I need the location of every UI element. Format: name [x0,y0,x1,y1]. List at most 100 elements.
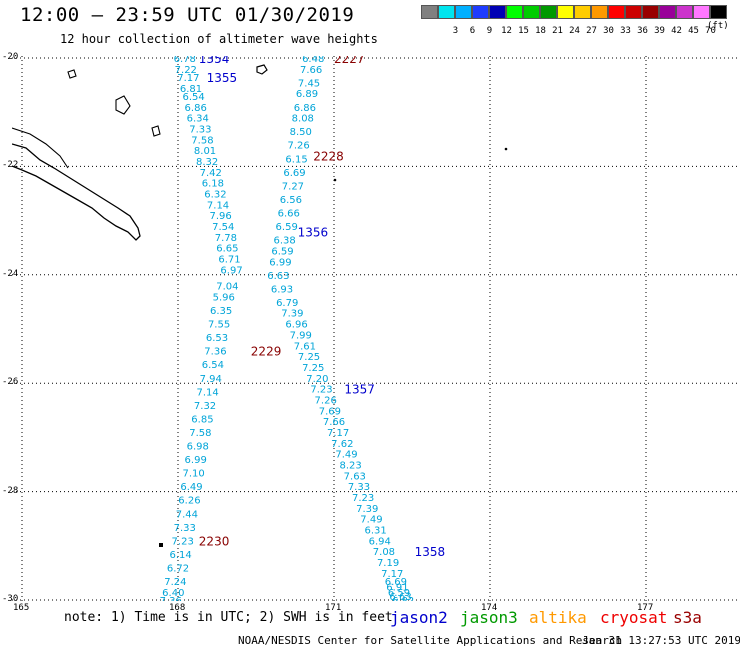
legend-swatch [693,5,710,19]
wave-height-value: 7.19 [377,558,399,569]
wave-height-value: 7.25 [302,363,324,374]
legend-swatch [625,5,642,19]
wave-height-value: 6.14 [169,550,191,561]
wave-height-value: 7.55 [208,320,230,331]
wave-height-value: 7.26 [288,141,310,152]
pass-time-label: 2228 [313,150,344,164]
legend-tick-label: 70 [705,26,716,36]
wave-height-value: 7.08 [373,547,395,558]
wave-height-value: 7.27 [282,181,304,192]
legend-unit: (ft) [707,21,729,31]
wave-height-value: 6.59 [276,222,298,233]
pass-time-label: 2229 [251,345,282,359]
wave-height-value: 7.17 [381,569,403,580]
wave-height-value: 6.63 [267,271,289,282]
legend-tick-label: 12 [501,26,512,36]
wave-height-value: 7.62 [331,439,353,450]
wave-height-value: 6.54 [202,360,224,371]
wave-height-value: 7.69 [319,406,341,417]
legend-jason2: jason2 [390,608,448,627]
wave-height-value: 7.36 [204,347,226,358]
legend-tick-label: 15 [518,26,529,36]
wave-height-value: 7.33 [189,124,211,135]
wave-height-value: 6.99 [269,257,291,268]
wave-height-value: 6.31 [364,526,386,537]
wave-height-value: 7.26 [315,395,337,406]
wave-height-value: 6.81 [180,84,202,95]
lat-tick-label: -20 [2,52,19,62]
loyalty-islands-coastline [12,69,161,169]
legend-jason3: jason3 [460,608,518,627]
legend-tick-label: 3 [452,26,459,36]
wave-height-value: 7.14 [207,200,229,211]
wave-height-value: 6.96 [285,320,307,331]
wave-height-value: 7.58 [189,428,211,439]
wave-height-value: 7.63 [344,471,366,482]
wave-height-value: 7.39 [356,504,378,515]
wave-height-value: 7.33 [174,523,196,534]
wave-height-value: 7.78 [215,233,237,244]
wave-height-value: 6.98 [187,442,209,453]
wave-height-value: 7.17 [327,428,349,439]
wave-height-map: 6.787.227.176.816.546.866.347.337.588.01… [12,56,737,601]
wave-height-value: 7.61 [294,341,316,352]
small-island-dot [504,147,508,151]
wave-height-value: 6.18 [202,179,224,190]
wave-height-value: 6.26 [178,496,200,507]
vanuatu-islet [256,64,268,75]
legend-tick-label: 39 [654,26,665,36]
wave-height-value: 6.72 [167,563,189,574]
pass-time-label: 1355 [207,71,238,85]
wave-height-value: 7.17 [177,73,199,84]
legend-swatch [557,5,574,19]
legend-swatch [523,5,540,19]
wave-height-value: 7.23 [172,536,194,547]
lat-tick-label: -26 [2,377,19,388]
wave-height-value: 6.49 [180,482,202,493]
wave-height-value: 6.40 [162,588,184,599]
wave-height-value: 8.01 [194,146,216,157]
legend-swatch [540,5,557,19]
pass-time-label: 1354 [199,56,230,66]
pass-time-label: 1356 [298,225,329,239]
legend-swatch [676,5,693,19]
wave-height-value: 6.69 [385,577,407,588]
wave-height-value: 7.66 [300,65,322,76]
wave-height-value: 7.10 [182,469,204,480]
lat-tick-label: -24 [2,268,19,279]
altimeter-tracks: 6.787.227.176.816.546.866.347.337.588.01… [160,56,415,601]
legend-swatch [710,5,727,19]
wave-height-value: 7.44 [176,509,198,520]
lon-tick-label: 171 [325,603,342,613]
legend-swatch [438,5,455,19]
legend-tick-label: 45 [688,26,699,36]
legend-swatch [642,5,659,19]
wave-height-value: 6.59 [388,588,410,599]
lat-tick-label: -22 [2,160,19,171]
wave-height-value: 7.45 [298,78,320,89]
legend-swatch [608,5,625,19]
credit-line: NOAA/NESDIS Center for Satellite Applica… [238,634,623,647]
wave-height-value: 7.04 [216,282,238,293]
legend-swatch [455,5,472,19]
map-title: 12:00 – 23:59 UTC 01/30/2019 [20,4,355,26]
wave-height-value: 6.97 [220,265,242,276]
wave-height-value: 6.85 [191,414,213,425]
legend-swatch [591,5,608,19]
wave-height-value: 6.32 [204,190,226,201]
legend-tick-label: 21 [552,26,563,36]
wave-height-value: 7.23 [352,493,374,504]
wave-height-value: 7.20 [306,374,328,385]
wave-height-value: 7.23 [310,385,332,396]
wave-height-value: 6.94 [369,536,391,547]
wave-height-value: 6.99 [185,455,207,466]
legend-swatch [489,5,506,19]
wave-height-value: 6.15 [285,154,307,165]
pass-time-label: 1358 [415,545,446,559]
wave-height-value: 7.58 [191,135,213,146]
small-island-marker [159,543,163,547]
wave-height-value: 6.93 [271,284,293,295]
wave-height-value: 6.63 [389,592,411,601]
legend-tick-label: 36 [637,26,648,36]
lat-lon-grid [12,56,737,601]
